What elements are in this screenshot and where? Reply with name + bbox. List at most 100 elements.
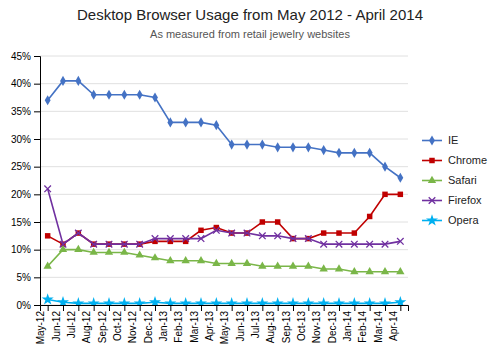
marker [136, 241, 143, 248]
tick-mark [170, 305, 171, 311]
marker [382, 241, 389, 248]
legend-item: IE [422, 134, 458, 146]
marker [167, 117, 173, 127]
marker [149, 296, 161, 305]
marker [75, 76, 81, 86]
legend-label: Chrome [448, 154, 487, 166]
tick-label: 35% [11, 106, 31, 117]
tick-mark [186, 305, 187, 311]
marker [59, 245, 67, 252]
tick-mark [201, 305, 202, 311]
legend-label: Firefox [448, 194, 482, 206]
tick-label: May-13 [219, 311, 230, 345]
tick-mark [94, 305, 95, 311]
marker [213, 227, 220, 234]
marker [90, 248, 98, 255]
marker [105, 248, 113, 255]
tick: Nov-13 [311, 305, 324, 343]
marker [259, 233, 266, 240]
tick-mark [354, 305, 355, 311]
tick-label: Aug-12 [81, 311, 92, 344]
tick: 0% [17, 300, 40, 311]
marker [44, 261, 52, 268]
tick: 10% [11, 244, 40, 255]
legend-label: Opera [448, 214, 479, 226]
tick-mark [34, 250, 40, 251]
tick-label: 30% [11, 134, 31, 145]
subtitle: As measured from retail jewelry websites [150, 28, 350, 40]
tick-mark [34, 167, 40, 168]
title: Desktop Browser Usage from May 2012 - Ap… [77, 6, 423, 23]
marker [121, 90, 127, 100]
tick-label: Aug-13 [265, 311, 276, 344]
marker [228, 259, 236, 266]
marker [304, 261, 312, 268]
marker [366, 267, 374, 274]
marker [152, 235, 159, 242]
tick-mark [155, 305, 156, 311]
tick: Dec-13 [327, 305, 340, 343]
marker [182, 235, 189, 242]
legend-item: Firefox [422, 194, 482, 206]
marker [320, 241, 327, 248]
marker [290, 142, 296, 152]
tick-mark [78, 305, 79, 311]
marker [382, 162, 388, 172]
marker [348, 297, 360, 305]
legend-label: Safari [448, 174, 477, 186]
tick-mark [140, 305, 141, 311]
marker [167, 235, 174, 242]
tick: Aug-12 [81, 305, 94, 343]
grid-line [40, 222, 408, 223]
line [48, 81, 401, 178]
grid-line [40, 139, 408, 140]
tick-mark [34, 277, 40, 278]
marker [210, 297, 222, 305]
marker [183, 117, 189, 127]
grid-line [40, 166, 408, 167]
marker [164, 297, 176, 305]
tick-mark [34, 305, 40, 306]
marker [182, 256, 190, 263]
marker [364, 297, 376, 305]
tick-label: Sep-12 [97, 311, 108, 344]
tick-mark [324, 305, 325, 311]
tick-label: 45% [11, 51, 31, 62]
tick-label: Sep-13 [281, 311, 292, 344]
tick: Oct-12 [112, 305, 125, 341]
tick: Jul-13 [250, 305, 263, 338]
tick: Jul-12 [66, 305, 79, 338]
marker [228, 230, 235, 237]
marker [336, 148, 342, 158]
y-axis: 0%5%10%15%20%25%30%35%40%45% [11, 51, 41, 311]
tick: 35% [11, 106, 40, 117]
tick-label: 25% [11, 161, 31, 172]
marker [137, 90, 143, 100]
legend-marker [426, 214, 438, 225]
tick: Sep-13 [281, 305, 294, 343]
series [42, 293, 407, 305]
tick-label: Dec-13 [327, 311, 338, 344]
tick-mark [385, 305, 386, 311]
marker [180, 297, 192, 305]
axis-line [41, 306, 409, 312]
tick-label: Jul-12 [66, 311, 77, 339]
series [44, 186, 403, 248]
legend-marker [429, 135, 435, 145]
legend-item: Opera [422, 214, 479, 226]
line [48, 194, 401, 244]
marker [398, 192, 403, 197]
tick-label: Feb-13 [173, 311, 184, 343]
tick-label: Nov-12 [127, 311, 138, 344]
marker [381, 267, 389, 274]
legend-marker [429, 197, 436, 204]
marker [197, 256, 205, 263]
tick-label: Jan-14 [342, 311, 353, 342]
marker [152, 92, 158, 102]
tick-label: Apr-13 [204, 311, 215, 341]
tick-mark [34, 222, 40, 223]
tick: May-12 [35, 305, 48, 344]
marker [260, 219, 265, 224]
marker [198, 228, 203, 233]
legend-item: Safari [422, 174, 477, 186]
